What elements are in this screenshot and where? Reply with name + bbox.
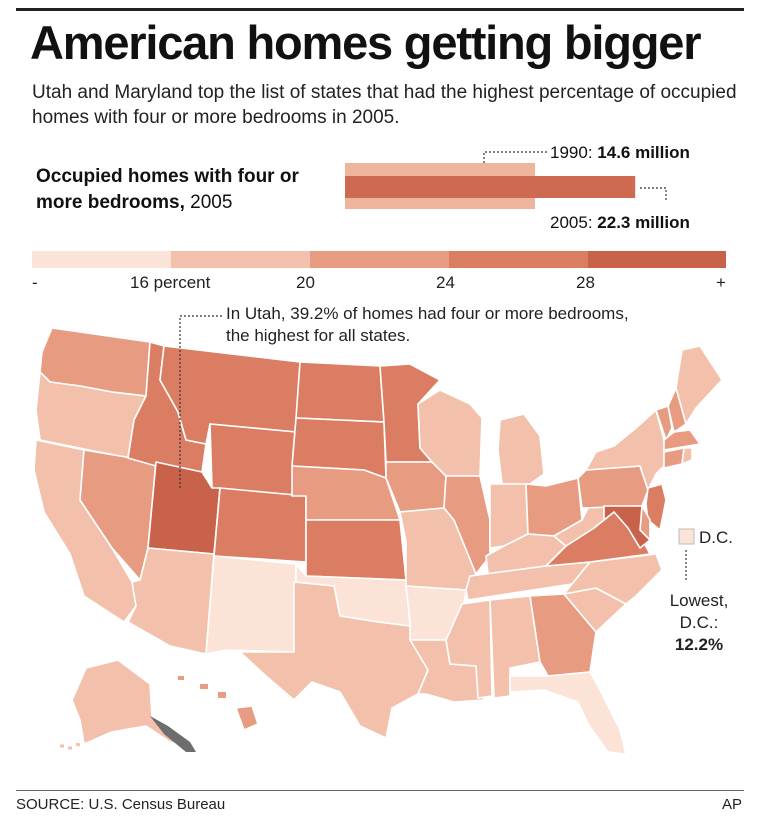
state-mi (497, 413, 545, 485)
hawaii-island-c (218, 692, 226, 698)
us-states (33, 327, 723, 755)
utah-annotation: In Utah, 39.2% of homes had four or more… (226, 304, 629, 345)
state-vt (655, 405, 673, 441)
state-md (603, 505, 651, 549)
scale-swatch-2 (310, 251, 449, 268)
state-pa (577, 465, 649, 509)
scale-swatch-0 (32, 251, 171, 268)
bar-1990-value: 14.6 million (597, 143, 690, 162)
state-tx (239, 581, 429, 739)
bar-1990-year: 1990: (550, 143, 593, 162)
scale-tick-28: 28 (576, 273, 595, 292)
state-ct (663, 447, 685, 469)
hawaii-island-a (178, 676, 184, 680)
state-ri (681, 447, 693, 465)
state-me (675, 345, 723, 425)
bar-2005 (345, 176, 636, 198)
source-note: SOURCE: U.S. Census Bureau (16, 796, 226, 813)
state-fl (509, 671, 627, 755)
scale-swatch-3 (449, 251, 588, 268)
bar-2005-leader (640, 187, 667, 202)
scale-tick-24: 24 (436, 273, 455, 292)
bar-2005-note: 2005: 22.3 million (550, 213, 690, 233)
islands (60, 676, 226, 752)
color-scale (32, 251, 726, 268)
summary-label: Occupied homes with four or more bedroom… (36, 164, 336, 216)
summary-label-bold: Occupied homes with four or more bedroom… (36, 166, 299, 213)
dc-swatch (678, 528, 695, 545)
dc-note-line2: D.C.: (679, 613, 719, 632)
bar-2005-year: 2005: (550, 213, 593, 232)
state-hi (235, 705, 259, 731)
state-ut (147, 461, 221, 555)
scale-swatch-1 (171, 251, 310, 268)
utah-leader (179, 315, 222, 490)
state-wy (209, 423, 297, 497)
state-co (213, 487, 307, 563)
aleutian-islands (60, 742, 81, 750)
bottom-rule (16, 790, 744, 791)
scale-swatch-4 (588, 251, 726, 268)
dc-note-line1: Lowest, (669, 591, 729, 610)
bar-2005-value: 22.3 million (597, 213, 690, 232)
bar-1990-note: 1990: 14.6 million (550, 143, 690, 163)
state-nm (205, 555, 297, 655)
scale-tick-min: - (32, 273, 38, 292)
scale-tick-16: 16 percent (130, 273, 211, 292)
dc-label: D.C. (699, 528, 733, 547)
scale-tick-max: + (716, 273, 726, 292)
state-nj (645, 483, 667, 531)
dc-note-value: 12.2% (674, 635, 724, 654)
alaska-panhandle (150, 716, 196, 752)
top-rule (16, 8, 744, 11)
state-ks (305, 519, 407, 581)
page-title: American homes getting bigger (30, 16, 702, 69)
state-nd (295, 361, 385, 423)
utah-annotation-line1: In Utah, 39.2% of homes had four or more… (226, 303, 646, 347)
state-ma (663, 429, 701, 451)
credit: AP (721, 796, 742, 813)
bar-1990-leader (483, 151, 548, 163)
dc-note: Lowest, D.C.: 12.2% (654, 590, 744, 656)
scale-tick-20: 20 (296, 273, 315, 292)
hawaii-island-b (200, 684, 208, 689)
page-subtitle: Utah and Maryland top the list of states… (32, 82, 737, 128)
state-il (443, 475, 491, 575)
summary-label-year: 2005 (184, 192, 233, 213)
